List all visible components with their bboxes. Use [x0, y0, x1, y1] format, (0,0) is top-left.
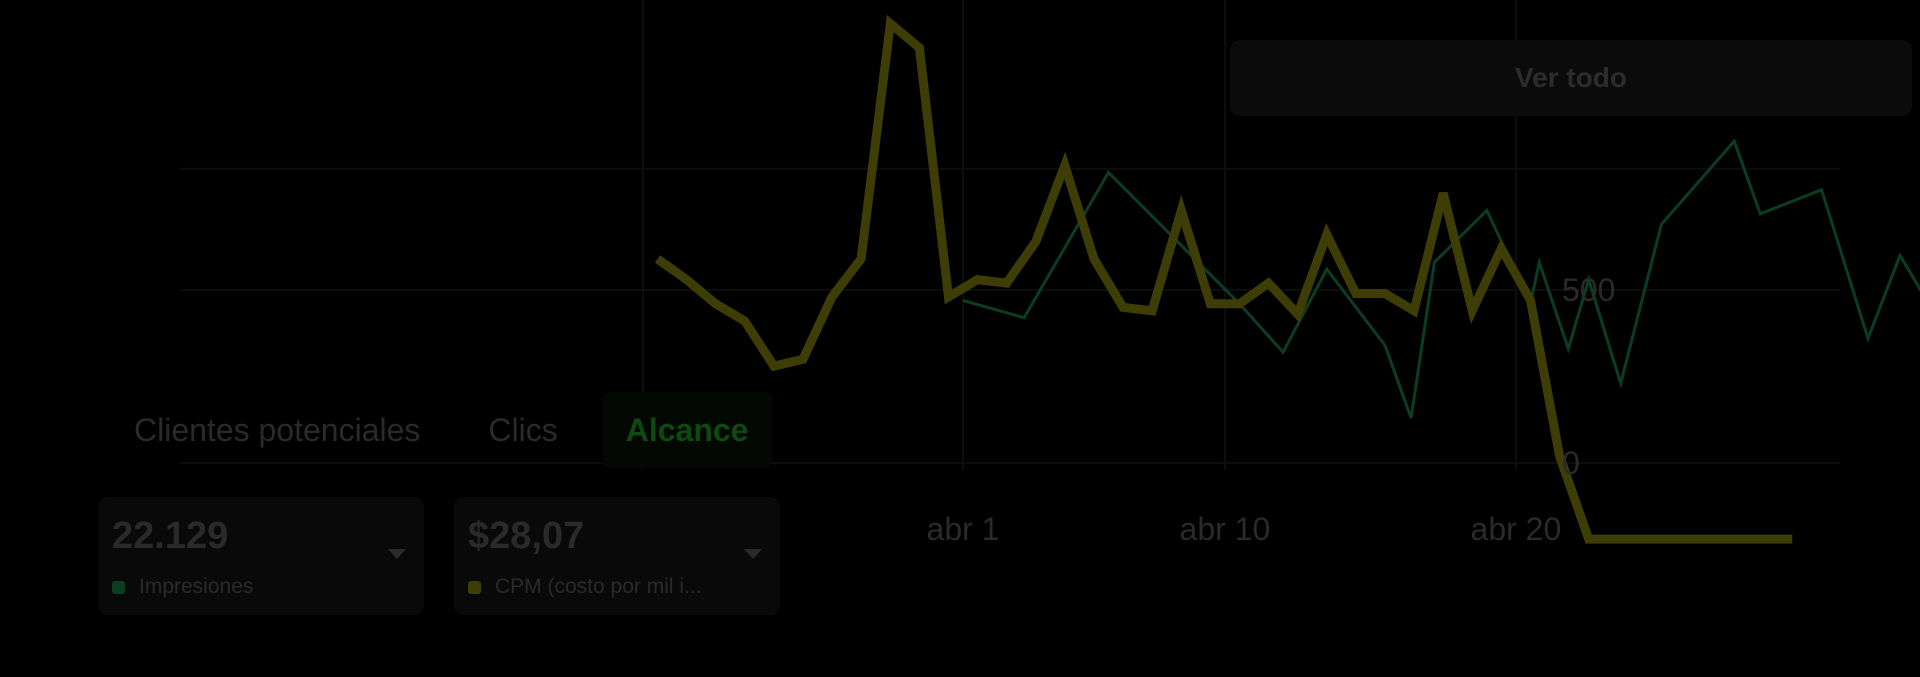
chart-axis: abr 1 abr 10 abr 200 500: [927, 272, 1616, 547]
metric-label: CPM (costo por mil i...: [468, 575, 702, 599]
caret-down-icon[interactable]: [388, 549, 406, 559]
x-tick-label: abr 20: [1471, 511, 1562, 547]
x-tick-label: abr 10: [1180, 511, 1271, 547]
metric-tabs: Clientes potenciales Clics Alcance: [110, 392, 773, 468]
series-cpm-line: [654, 14, 1793, 544]
metric-value: $28,07: [468, 515, 585, 557]
tab-alcance[interactable]: Alcance: [601, 392, 773, 468]
legend-swatch: [468, 580, 481, 594]
metric-card-cpm[interactable]: $28,07 CPM (costo por mil i...: [454, 497, 780, 615]
view-all-button[interactable]: Ver todo: [1230, 40, 1912, 116]
y-tick-label: 0: [1562, 445, 1580, 481]
tab-clientes-potenciales[interactable]: Clientes potenciales: [134, 411, 421, 448]
x-tick-label: abr 1: [927, 511, 1000, 547]
metric-value: 22.129: [112, 515, 229, 557]
tab-clics[interactable]: Clics: [488, 411, 558, 448]
metric-card-impresiones[interactable]: 22.129 Impresiones: [98, 497, 424, 615]
chart-series: [654, 14, 1920, 544]
metric-label: Impresiones: [112, 575, 253, 599]
caret-down-icon[interactable]: [744, 549, 762, 559]
y-tick-label: 500: [1562, 272, 1615, 308]
series-impresiones-line: [962, 138, 1920, 419]
legend-swatch: [112, 580, 125, 594]
metric-label-text: CPM (costo por mil i...: [495, 575, 702, 598]
metric-label-text: Impresiones: [139, 575, 254, 598]
